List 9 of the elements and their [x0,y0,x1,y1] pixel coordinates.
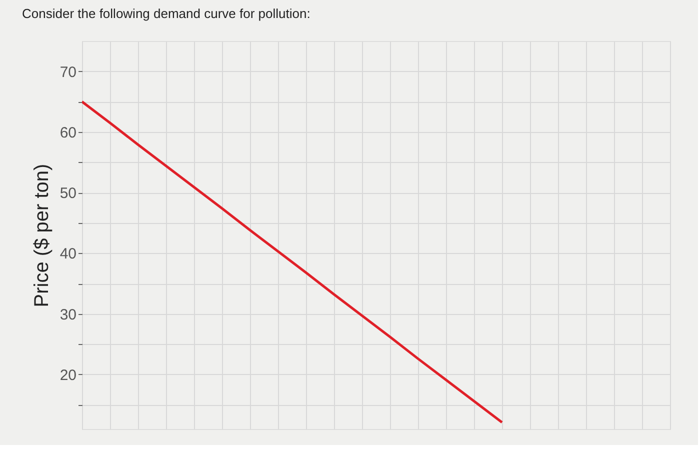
y-tick-label: 50 [60,185,76,202]
chart-title: Consider the following demand curve for pollution: [22,6,310,21]
line-series [82,100,504,424]
y-tick-label: 60 [60,124,76,142]
y-tick-label: 40 [60,246,76,263]
y-axis-title: Price ($ per ton) [30,164,53,308]
y-tick-label: 70 [60,64,76,81]
y-tick-label: 30 [60,306,76,324]
y-tick-label: 20 [60,366,76,384]
